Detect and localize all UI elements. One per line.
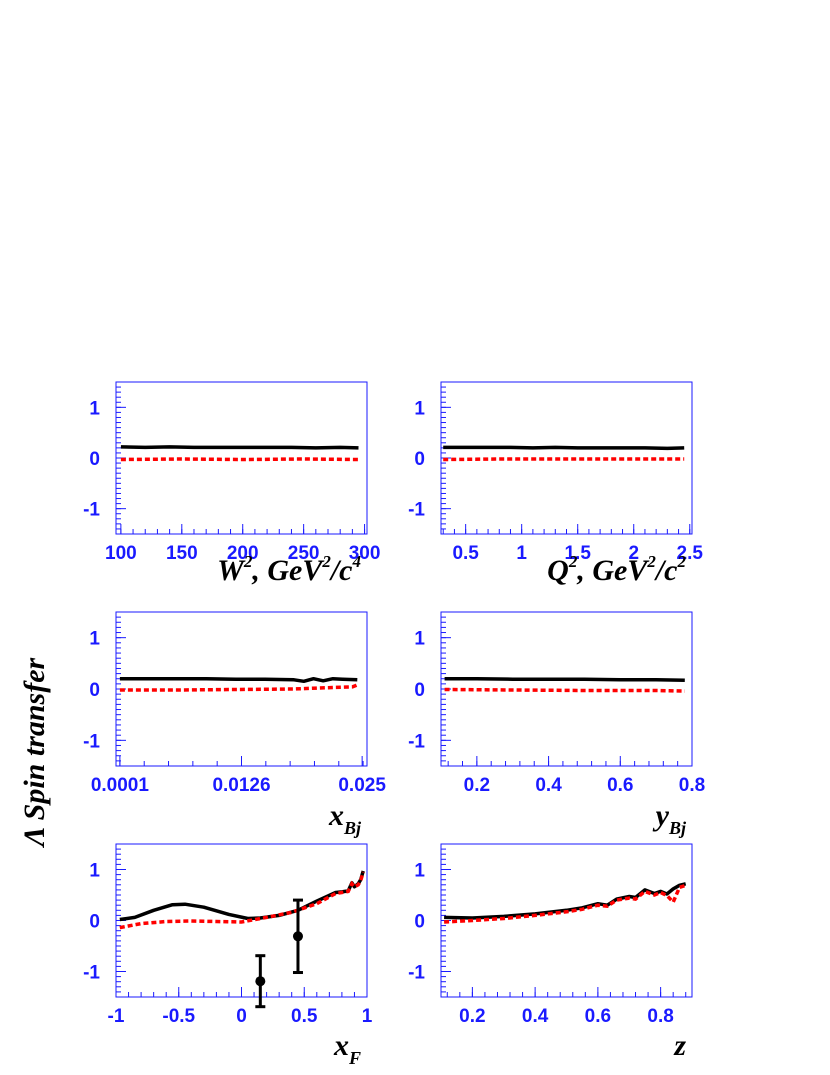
x-label-text: , GeV — [251, 554, 325, 587]
y-tick-label: -1 — [408, 731, 425, 752]
x-label-main: x — [333, 1029, 349, 1062]
x-tick-label: 0.2 — [464, 775, 490, 796]
x-label-main: y — [653, 799, 670, 832]
x-tick-label: 0.4 — [522, 1006, 549, 1027]
x-axis-label: Q2, GeV2/c2 — [547, 552, 686, 587]
x-label-main: z — [673, 1029, 686, 1062]
x-tick-label: 0.025 — [338, 775, 386, 796]
series-line-solid — [443, 445, 685, 451]
x-tick-label: -0.5 — [162, 1006, 195, 1027]
x-label-main: x — [328, 799, 344, 832]
series-line-dashed — [119, 683, 358, 692]
y-tick-label: -1 — [83, 500, 100, 521]
x-tick-label: -1 — [108, 1006, 125, 1027]
y-tick-label: -1 — [408, 500, 425, 521]
x-tick-label: 0.8 — [679, 775, 705, 796]
x-label-main: W — [217, 554, 246, 587]
x-label-superscript: 2 — [321, 552, 331, 571]
x-tick-label: 2.5 — [677, 543, 704, 564]
y-tick-label: -1 — [408, 963, 425, 984]
x-tick-label: 0.5 — [452, 543, 479, 564]
series-line-solid — [120, 445, 359, 450]
y-tick-label: 0 — [89, 449, 100, 470]
data-point — [255, 954, 266, 1009]
x-tick-label: 300 — [349, 543, 381, 564]
series-line-dashed — [119, 871, 365, 930]
x-tick-label: 0.4 — [535, 775, 562, 796]
x-axis-label: W2, GeV2/c4 — [217, 552, 361, 587]
x-tick-label: 1.5 — [564, 543, 591, 564]
y-tick-label: 0 — [414, 680, 425, 701]
y-tick-label: -1 — [83, 731, 100, 752]
x-tick-label: 200 — [227, 543, 259, 564]
data-marker — [255, 976, 266, 987]
x-axis-label: z — [673, 1029, 686, 1062]
x-tick-label: 0 — [236, 1006, 247, 1027]
x-tick-label: 0.0001 — [91, 775, 150, 796]
x-tick-label: 2 — [628, 543, 639, 564]
y-tick-label: 0 — [414, 449, 425, 470]
x-axis-label: xBj — [328, 799, 362, 838]
x-label-superscript: 2 — [677, 552, 687, 571]
x-tick-label: 0.8 — [647, 1006, 673, 1027]
panel-bottom-right: -1 0 1 0.2 0.4 0.6 0.8z — [408, 843, 693, 1062]
x-tick-label: 0.5 — [291, 1006, 318, 1027]
x-tick-label: 150 — [166, 543, 198, 564]
x-label-subscript: Bj — [668, 818, 687, 838]
x-label-text: /c — [329, 554, 353, 587]
y-tick-label: 1 — [414, 398, 425, 419]
series-line-solid — [119, 676, 358, 684]
x-label-text: , GeV — [576, 554, 650, 587]
x-tick-label: 0.0126 — [212, 775, 270, 796]
x-tick-label: 250 — [288, 543, 320, 564]
y-tick-label: 1 — [89, 398, 100, 419]
x-axis-label: yBj — [653, 799, 687, 838]
series-line-dashed — [444, 883, 687, 924]
x-label-superscript: 2 — [646, 552, 656, 571]
y-tick-label: 0 — [89, 680, 100, 701]
x-tick-label: 0.2 — [459, 1006, 485, 1027]
series-line-solid — [444, 882, 687, 920]
panel-bottom-left: -101-1 -0.5 0 0.5 1xF — [83, 843, 373, 1068]
y-axis-label: Λ Spin transfer — [18, 657, 51, 848]
y-tick-label: 0 — [414, 912, 425, 933]
x-tick-label: 0.6 — [607, 775, 633, 796]
x-label-superscript: 2 — [243, 552, 253, 571]
series-line-dashed — [120, 457, 359, 462]
y-tick-label: -1 — [83, 963, 100, 984]
data-point — [292, 898, 303, 975]
panel-middle-right: -1 0 1 0.2 0.4 0.6 0.8 yBj — [408, 611, 705, 838]
series-line-solid — [119, 870, 365, 922]
series-line-dashed — [443, 457, 685, 462]
x-axis-label: xF — [333, 1029, 361, 1068]
x-tick-label: 100 — [105, 543, 137, 564]
y-tick-label: 0 — [89, 912, 100, 933]
x-tick-label: 0.6 — [585, 1006, 611, 1027]
y-tick-label: 1 — [89, 861, 100, 882]
x-label-superscript: 2 — [568, 552, 578, 571]
x-label-superscript: 4 — [352, 552, 362, 571]
x-label-text: /c — [654, 554, 678, 587]
x-label-subscript: Bj — [343, 818, 362, 838]
series-line-dashed — [444, 687, 685, 693]
panel-middle-left: -1 0 1 0.0001 0.0126 0.025 xBj — [83, 611, 386, 838]
y-tick-label: 1 — [414, 629, 425, 650]
x-tick-label: 1 — [362, 1006, 373, 1027]
x-tick-label: 1 — [516, 543, 527, 564]
x-label-main: Q — [547, 554, 569, 587]
series-line-solid — [444, 676, 685, 683]
data-marker — [292, 931, 303, 942]
y-tick-label: 1 — [414, 861, 425, 882]
x-label-subscript: F — [348, 1048, 361, 1068]
y-tick-label: 1 — [89, 629, 100, 650]
